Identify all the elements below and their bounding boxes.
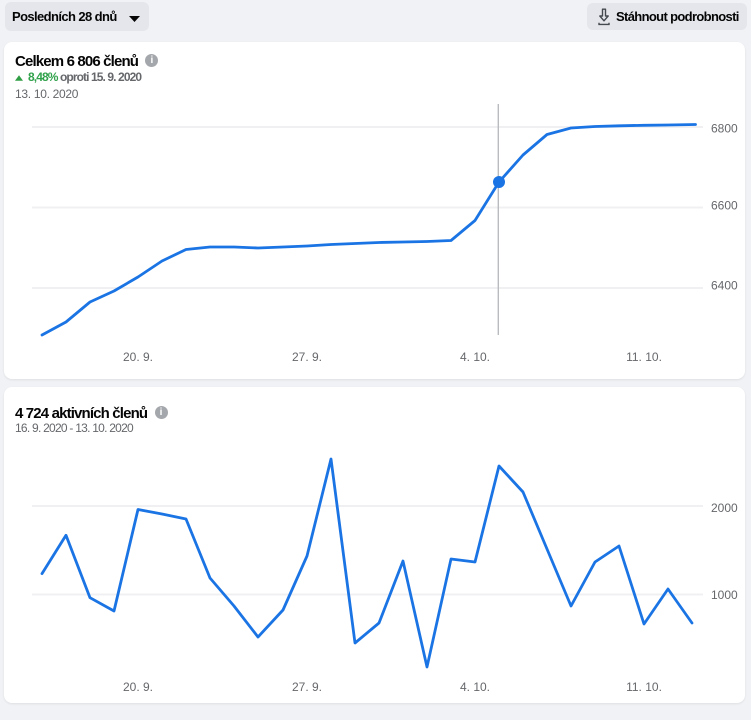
svg-text:6800: 6800 [711,122,738,136]
svg-text:2000: 2000 [711,501,738,515]
svg-text:11. 10.: 11. 10. [626,680,662,694]
svg-text:27. 9.: 27. 9. [292,680,322,694]
svg-text:11. 10.: 11. 10. [626,350,662,364]
svg-text:1000: 1000 [711,588,738,602]
svg-text:20. 9.: 20. 9. [123,350,153,364]
svg-text:27. 9.: 27. 9. [292,350,322,364]
svg-text:4. 10.: 4. 10. [460,680,490,694]
svg-text:20. 9.: 20. 9. [123,680,153,694]
svg-text:4. 10.: 4. 10. [460,350,490,364]
svg-text:6600: 6600 [711,199,738,213]
svg-text:6400: 6400 [711,279,738,293]
